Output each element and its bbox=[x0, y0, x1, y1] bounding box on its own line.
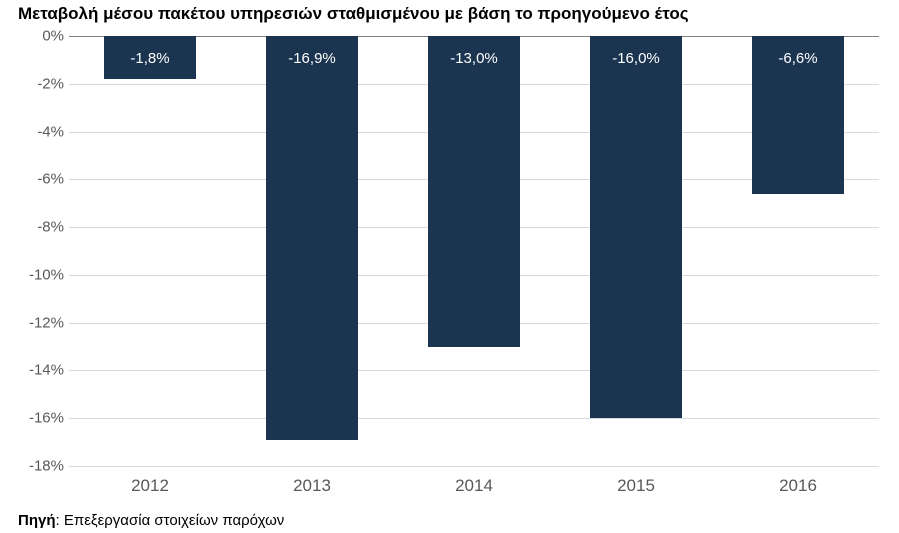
ytick-label: -6% bbox=[37, 171, 64, 188]
ytick-label: -14% bbox=[29, 362, 64, 379]
bar: -1,8% bbox=[104, 36, 196, 79]
ytick-label: -8% bbox=[37, 219, 64, 236]
bar: -13,0% bbox=[428, 36, 520, 347]
ytick-label: -12% bbox=[29, 314, 64, 331]
bar-value-label: -13,0% bbox=[428, 50, 520, 67]
grid-line bbox=[69, 466, 879, 467]
xtick-label: 2013 bbox=[293, 476, 331, 496]
ytick-label: -16% bbox=[29, 410, 64, 427]
bar: -6,6% bbox=[752, 36, 844, 194]
xtick-label: 2014 bbox=[455, 476, 493, 496]
bar-value-label: -16,9% bbox=[266, 50, 358, 67]
bar-value-label: -1,8% bbox=[104, 50, 196, 67]
ytick-label: -10% bbox=[29, 266, 64, 283]
chart-plot-area: -1,8% -16,9% -13,0% -16,0% -6,6% bbox=[69, 36, 879, 466]
chart-source: Πηγή: Επεξεργασία στοιχείων παρόχων bbox=[18, 512, 284, 529]
bar: -16,9% bbox=[266, 36, 358, 440]
bar-value-label: -6,6% bbox=[752, 50, 844, 67]
xtick-label: 2015 bbox=[617, 476, 655, 496]
bar: -16,0% bbox=[590, 36, 682, 418]
ytick-label: -4% bbox=[37, 123, 64, 140]
grid-line bbox=[69, 370, 879, 371]
source-text: : Επεξεργασία στοιχείων παρόχων bbox=[56, 512, 285, 529]
chart-title: Μεταβολή μέσου πακέτου υπηρεσιών σταθμισ… bbox=[18, 4, 689, 24]
ytick-label: -18% bbox=[29, 458, 64, 475]
ytick-label: -2% bbox=[37, 75, 64, 92]
bar-value-label: -16,0% bbox=[590, 50, 682, 67]
xtick-label: 2016 bbox=[779, 476, 817, 496]
source-label: Πηγή bbox=[18, 512, 56, 529]
xtick-label: 2012 bbox=[131, 476, 169, 496]
ytick-label: 0% bbox=[42, 28, 64, 45]
grid-line bbox=[69, 418, 879, 419]
